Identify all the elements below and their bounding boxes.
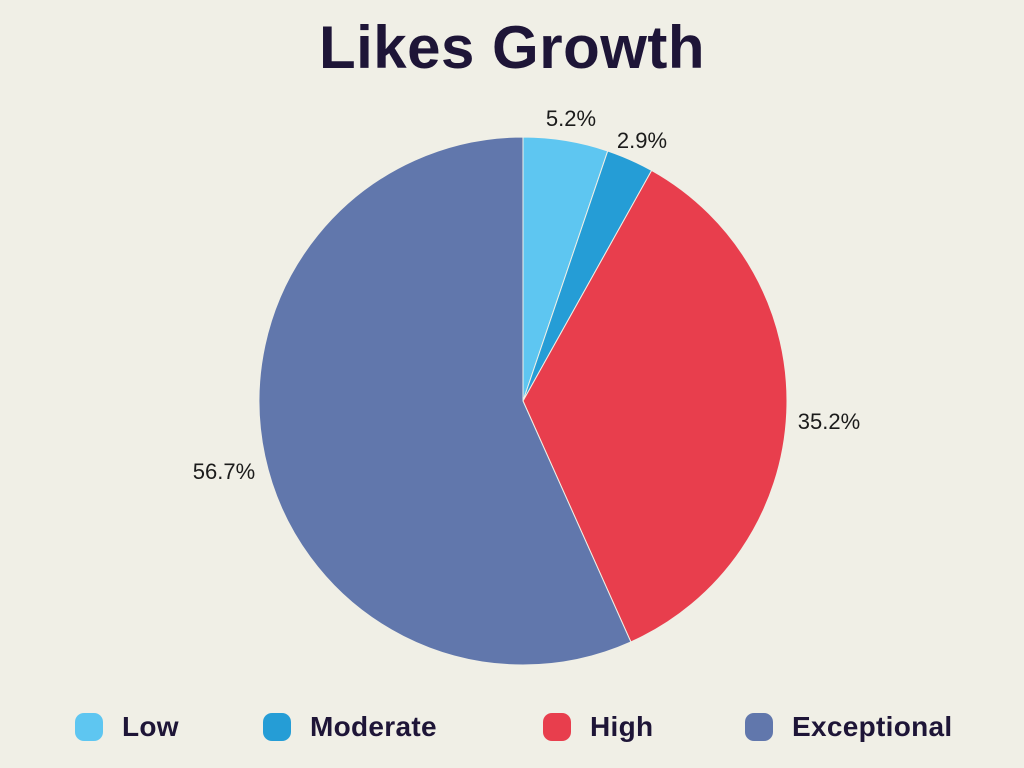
- slice-label-exceptional: 56.7%: [192, 459, 256, 484]
- pie-slice-exceptional: [258, 136, 632, 666]
- chart-title: Likes Growth: [318, 14, 706, 81]
- slice-label-moderate: 2.9%: [616, 128, 668, 153]
- slice-label-low: 5.2%: [545, 106, 597, 131]
- pie-slice-high: [522, 169, 788, 643]
- slice-label-high: 35.2%: [797, 409, 861, 434]
